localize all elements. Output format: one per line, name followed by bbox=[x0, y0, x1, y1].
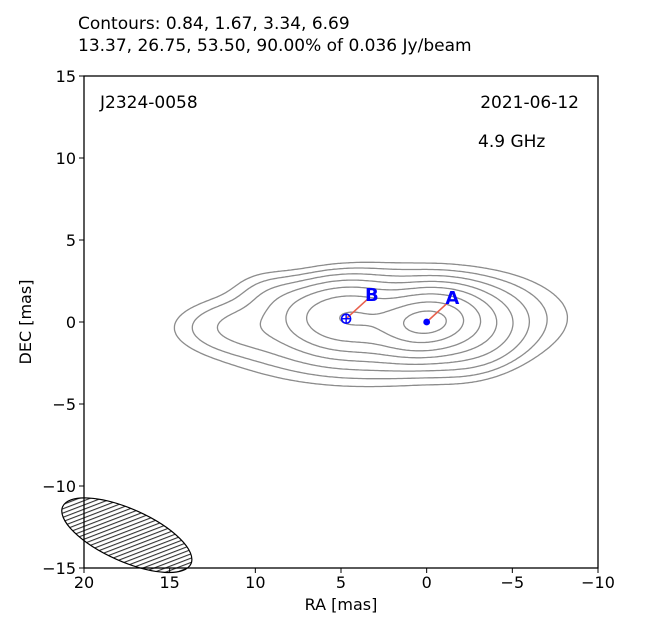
contour-level bbox=[305, 293, 482, 352]
x-axis-label: RA [mas] bbox=[305, 595, 378, 614]
x-tick-label: 20 bbox=[74, 573, 94, 592]
component-a-marker bbox=[423, 318, 431, 326]
y-tick-label: 5 bbox=[66, 231, 76, 250]
x-tick-label: 15 bbox=[159, 573, 179, 592]
x-tick-label: −5 bbox=[501, 573, 525, 592]
contour-level bbox=[259, 279, 514, 366]
frequency-label: 4.9 GHz bbox=[478, 132, 545, 152]
y-tick-label: −10 bbox=[42, 477, 76, 496]
x-axis-ticks: 20 15 10 5 0 −5 −10 bbox=[74, 568, 615, 592]
contour-level bbox=[339, 301, 465, 344]
x-tick-label: 0 bbox=[422, 573, 432, 592]
y-axis-ticks: 15 10 5 0 −5 −10 −15 bbox=[42, 67, 84, 578]
y-tick-label: 15 bbox=[56, 67, 76, 86]
model-components: AB bbox=[340, 285, 459, 326]
y-tick-label: −15 bbox=[42, 559, 76, 578]
y-tick-label: 0 bbox=[66, 313, 76, 332]
contour-level bbox=[191, 267, 548, 380]
observation-date-label: 2021-06-12 bbox=[480, 93, 579, 113]
component-a-label: A bbox=[445, 288, 459, 309]
contour-lines bbox=[173, 261, 569, 388]
y-tick-label: 10 bbox=[56, 149, 76, 168]
y-axis-label: DEC [mas] bbox=[16, 280, 35, 365]
x-tick-label: 10 bbox=[245, 573, 265, 592]
beam-shape bbox=[61, 497, 193, 574]
component-a-leader-line bbox=[426, 301, 449, 323]
x-tick-label: −10 bbox=[581, 573, 615, 592]
component-b-label: B bbox=[365, 285, 379, 306]
y-tick-label: −5 bbox=[52, 395, 76, 414]
source-name-label: J2324-0058 bbox=[99, 93, 198, 113]
beam-ellipse bbox=[61, 497, 193, 574]
x-tick-label: 5 bbox=[336, 573, 346, 592]
contour-levels-line-2: 13.37, 26.75, 53.50, 90.00% of 0.036 Jy/… bbox=[78, 36, 472, 56]
contour-levels-line-1: Contours: 0.84, 1.67, 3.34, 6.69 bbox=[78, 14, 350, 34]
contour-level bbox=[285, 286, 498, 359]
contour-level bbox=[216, 273, 531, 372]
contour-level bbox=[173, 261, 569, 388]
